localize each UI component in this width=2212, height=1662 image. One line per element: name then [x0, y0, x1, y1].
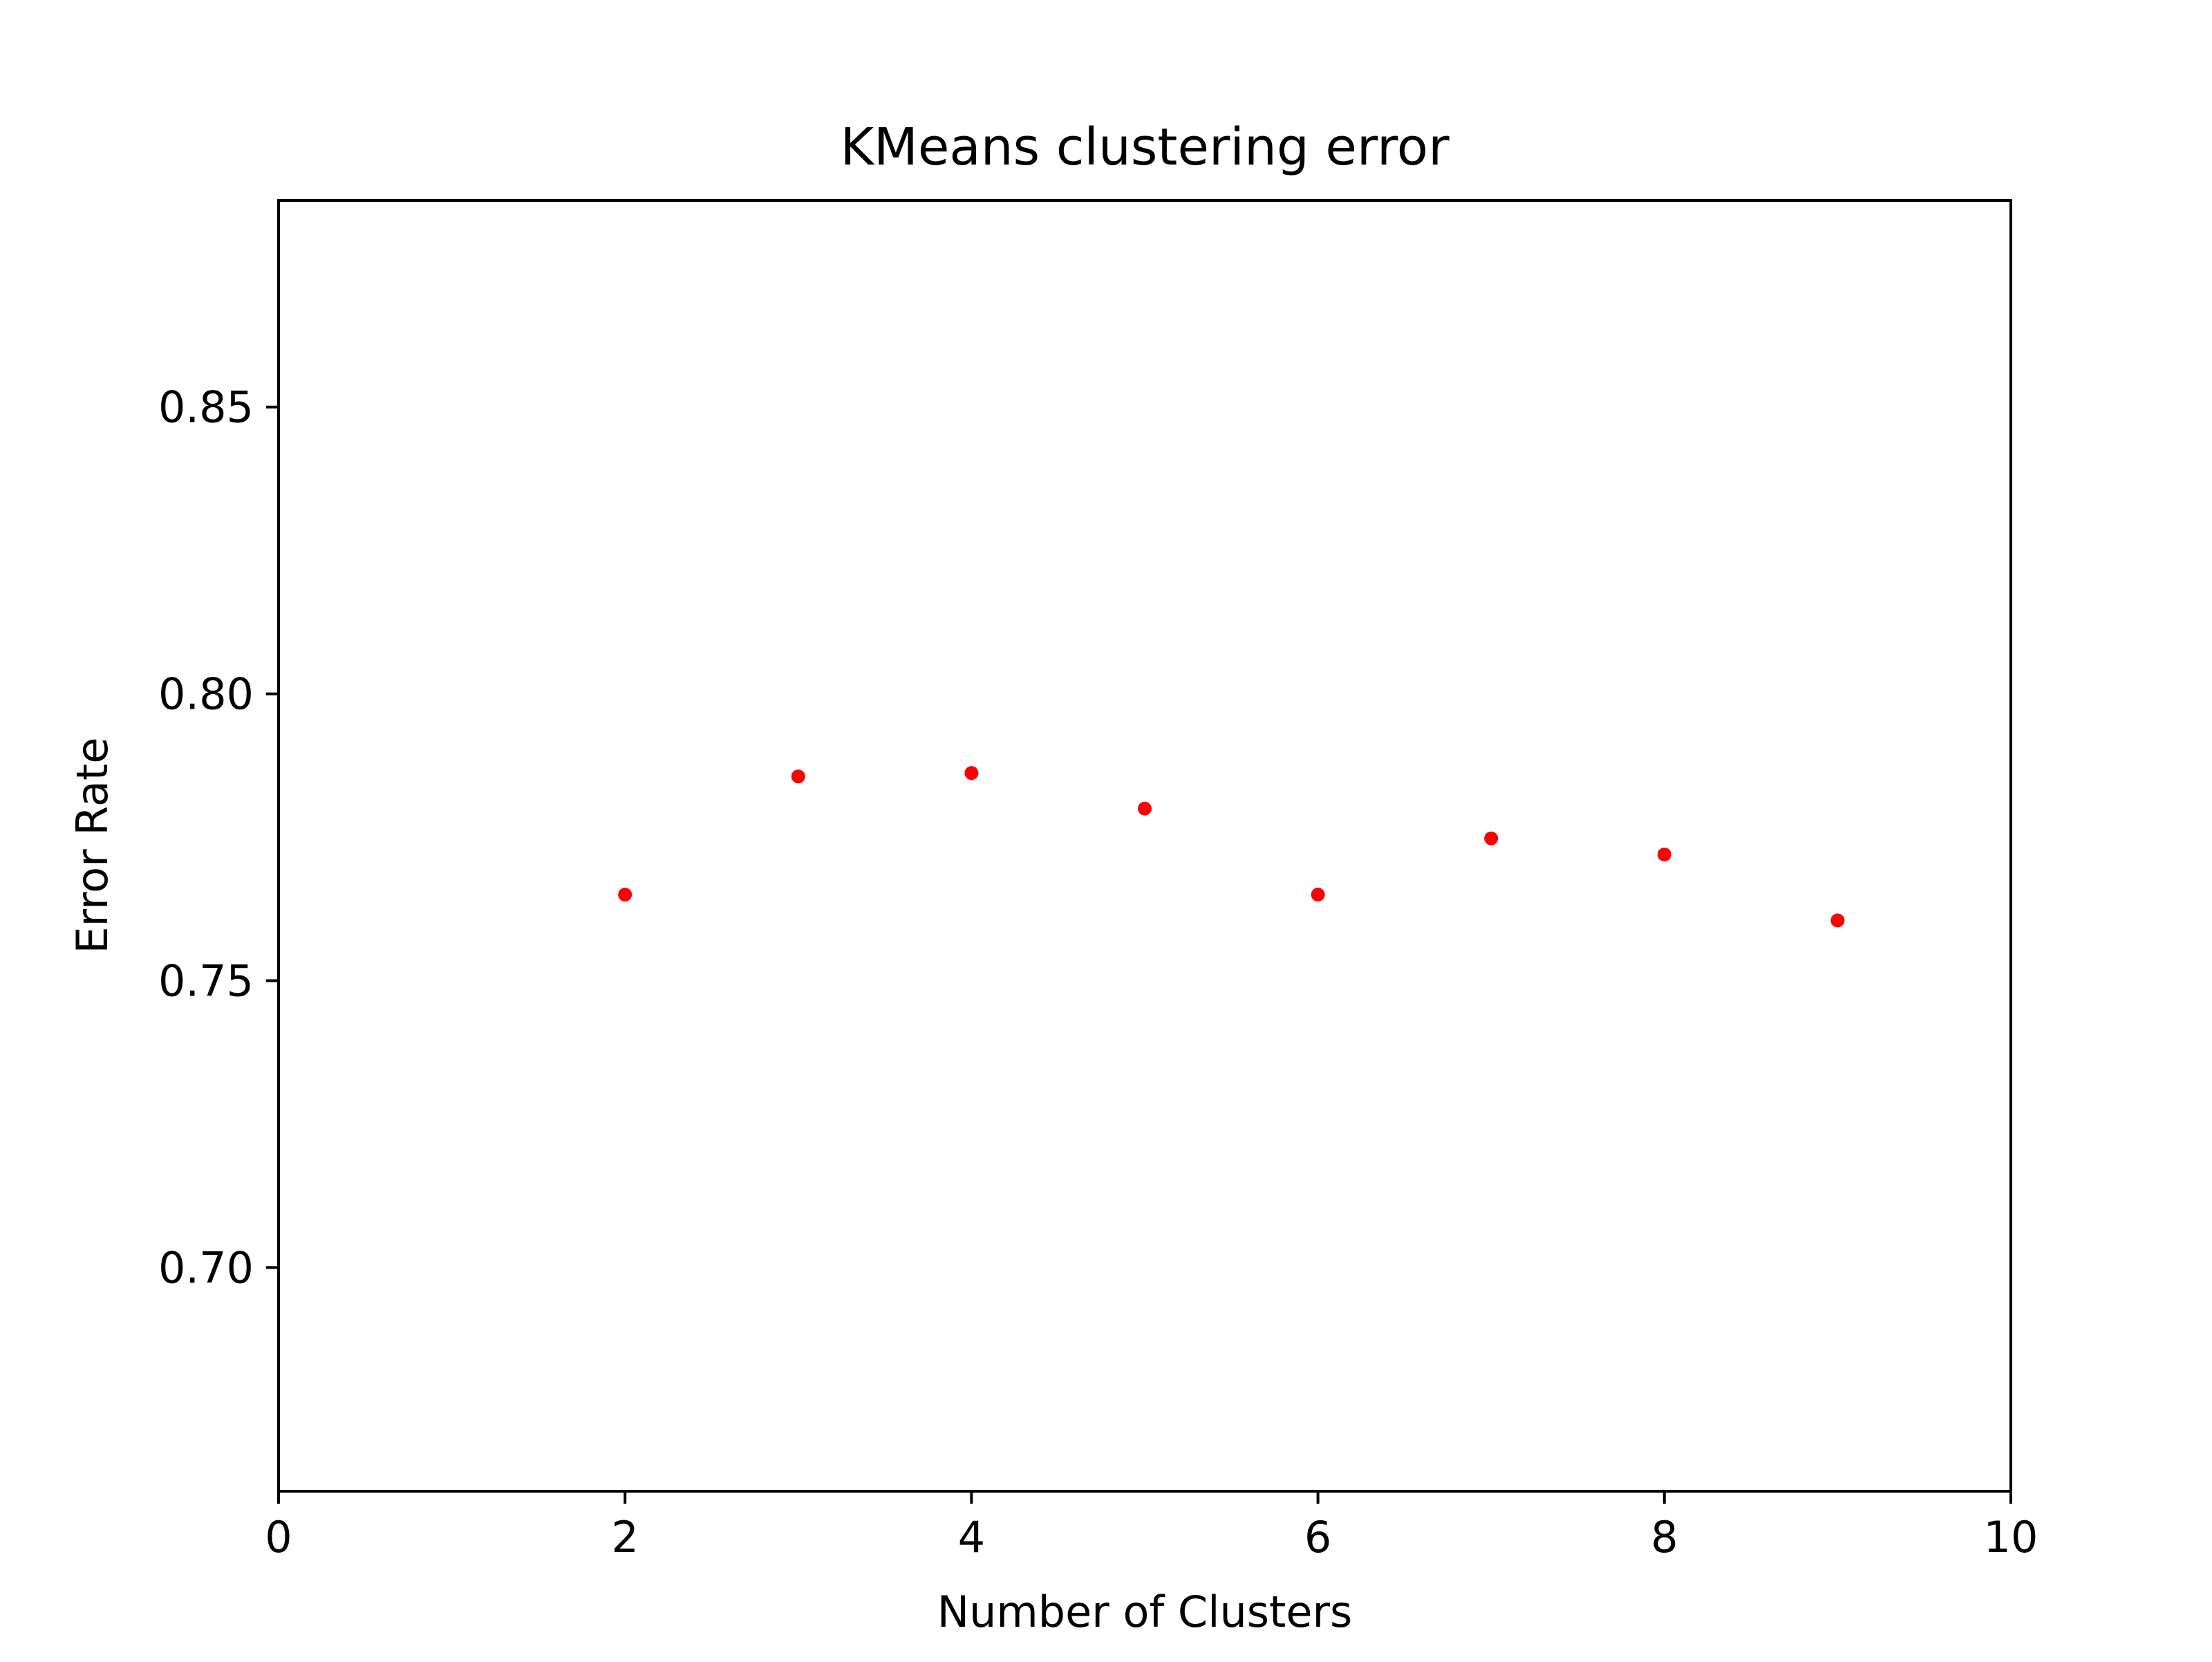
- y-axis-ticks: 0.70 0.75 0.80 0.85: [158, 382, 279, 1293]
- x-tick-label: 2: [611, 1512, 638, 1562]
- y-axis-label: Error Rate: [67, 738, 118, 954]
- y-tick-label: 0.80: [158, 669, 254, 720]
- x-axis-ticks: 0 2 4 6 8 10: [265, 1491, 2038, 1562]
- x-tick-label: 6: [1304, 1512, 1331, 1562]
- x-axis-label: Number of Clusters: [937, 1587, 1353, 1637]
- y-tick-label: 0.85: [158, 382, 254, 433]
- data-point: [1830, 913, 1845, 928]
- y-tick-label: 0.75: [158, 955, 254, 1006]
- data-point: [1657, 847, 1671, 861]
- data-point: [1138, 801, 1152, 816]
- data-point: [618, 888, 632, 902]
- chart-title: KMeans clustering error: [841, 118, 1450, 177]
- data-point: [791, 769, 805, 784]
- data-points: [618, 766, 1845, 928]
- data-point: [964, 766, 979, 781]
- data-point: [1484, 831, 1499, 846]
- x-tick-label: 4: [958, 1512, 985, 1562]
- plot-area-frame: [277, 199, 2012, 1493]
- x-tick-label: 0: [265, 1512, 292, 1562]
- x-tick-label: 10: [1984, 1512, 2038, 1562]
- x-tick-label: 8: [1651, 1512, 1678, 1562]
- y-tick-label: 0.70: [158, 1242, 254, 1293]
- data-point: [1311, 888, 1325, 902]
